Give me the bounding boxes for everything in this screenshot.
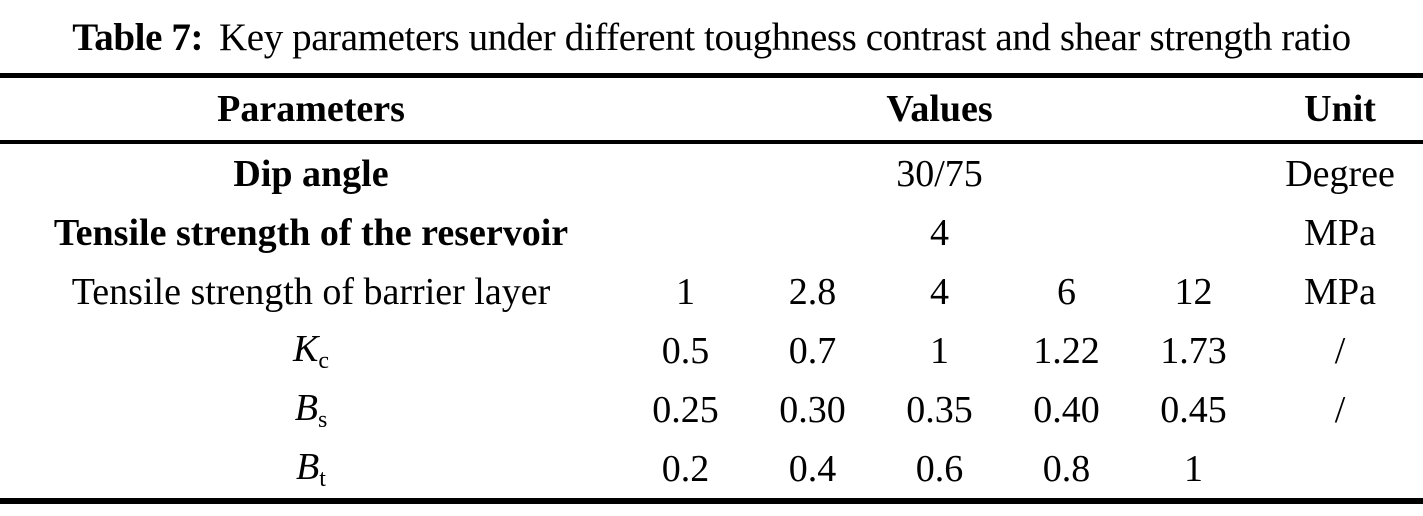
table-caption: Table 7: Key parameters under different … <box>0 0 1423 73</box>
table-row-dip-angle: Dip angle 30/75 Degree <box>0 142 1423 203</box>
value-cell: 0.40 <box>1033 388 1100 431</box>
symbol-subscript: t <box>319 465 326 492</box>
param-cell: Tensile strength of the reservoir <box>53 211 569 254</box>
value-cell: 0.35 <box>906 388 973 431</box>
symbol-base: B <box>296 445 320 488</box>
table-row-barrier-tensile: Tensile strength of barrier layer 1 2.8 … <box>0 262 1423 321</box>
value-cell: 0.7 <box>788 329 837 372</box>
value-cell: 0.45 <box>1160 388 1227 431</box>
value-cell: 0.4 <box>788 447 837 490</box>
header-parameters: Parameters <box>217 88 405 130</box>
value-cell: 1 <box>676 270 695 313</box>
table-row-kc: Kc 0.5 0.7 1 1.22 1.73 / <box>0 321 1423 380</box>
unit-cell: / <box>1334 388 1346 431</box>
value-cell: 6 <box>1057 270 1076 313</box>
table-row-bt: Bt 0.2 0.4 0.6 0.8 1 <box>0 439 1423 501</box>
value-cell: 0.30 <box>779 388 846 431</box>
value-cell: 4 <box>930 211 950 254</box>
unit-cell <box>1257 439 1423 501</box>
value-cell: 0.6 <box>915 447 964 490</box>
unit-cell: MPa <box>1304 211 1376 254</box>
symbol-base: K <box>292 327 319 370</box>
value-cell: 1.22 <box>1033 329 1100 372</box>
param-cell: Dip angle <box>233 152 389 195</box>
table-row-reservoir-tensile: Tensile strength of the reservoir 4 MPa <box>0 203 1423 262</box>
param-cell: Bt <box>0 439 622 501</box>
value-cell: 1.73 <box>1160 329 1227 372</box>
value-cell: 0.8 <box>1042 447 1091 490</box>
parameters-table: Parameters Values Unit Dip angle 30/75 D… <box>0 73 1423 504</box>
value-cell: 1 <box>930 329 949 372</box>
table-row-bs: Bs 0.25 0.30 0.35 0.40 0.45 / <box>0 380 1423 439</box>
table-caption-text: Key parameters under different toughness… <box>219 16 1351 59</box>
header-row: Parameters Values Unit <box>0 75 1423 142</box>
param-cell: Bs <box>0 380 622 439</box>
value-cell: 30/75 <box>896 152 983 195</box>
table-caption-label: Table 7: <box>72 16 204 59</box>
unit-cell: Degree <box>1285 152 1395 195</box>
value-cell: 12 <box>1174 270 1213 313</box>
param-cell: Kc <box>0 321 622 380</box>
value-cell: 0.25 <box>652 388 719 431</box>
symbol-subscript: c <box>318 347 329 374</box>
header-unit: Unit <box>1304 88 1376 130</box>
symbol-base: B <box>294 386 318 429</box>
unit-cell: / <box>1334 329 1346 372</box>
value-cell: 0.5 <box>661 329 710 372</box>
value-cell: 1 <box>1184 447 1204 490</box>
unit-cell: MPa <box>1304 270 1376 313</box>
param-cell: Tensile strength of barrier layer <box>71 270 551 313</box>
header-values: Values <box>886 88 993 130</box>
value-cell: 2.8 <box>788 270 837 313</box>
value-cell: 4 <box>930 270 949 313</box>
symbol-subscript: s <box>317 406 328 433</box>
value-cell: 0.2 <box>661 447 710 490</box>
